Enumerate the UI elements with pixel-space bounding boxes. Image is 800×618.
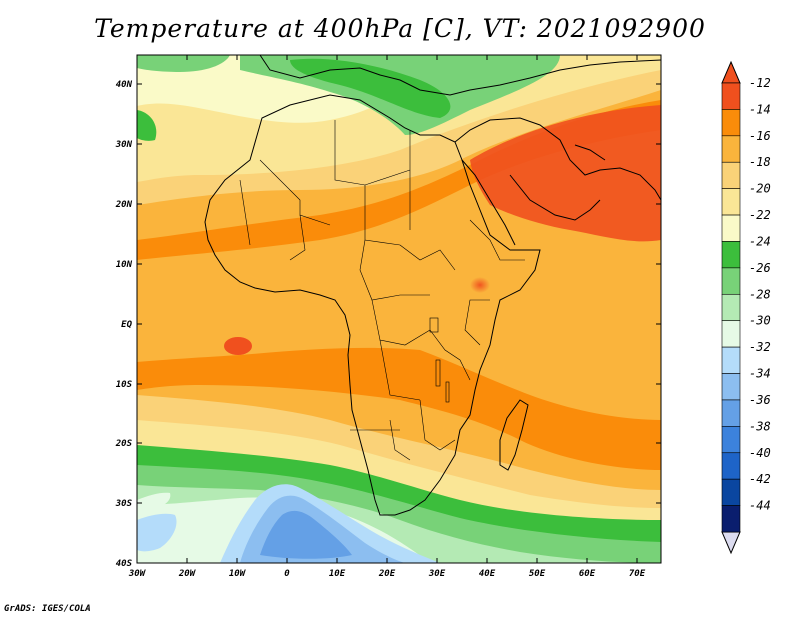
temperature-field [137, 55, 661, 563]
lon-axis: 30W 20W 10W 0 10E 20E 30E 40E 50E 60E 70… [128, 55, 646, 579]
colorbar-label: -28 [749, 287, 771, 301]
lat-tick-label: 10S [116, 380, 133, 390]
lat-tick-label: 30N [115, 140, 133, 150]
lon-tick-label: 0 [284, 569, 290, 579]
colorbar-swatch [721, 478, 741, 506]
colorbar-swatch [721, 161, 741, 189]
colorbar-swatch [721, 373, 741, 401]
lat-tick-label: 10N [116, 260, 133, 270]
lat-tick-label: 20N [115, 200, 133, 210]
lon-tick-label: 30W [128, 569, 147, 579]
colorbar-swatch [721, 135, 741, 163]
colorbar-swatch [721, 426, 741, 454]
lat-tick-label: 20S [115, 439, 133, 449]
colorbar-label: -20 [749, 182, 771, 196]
colorbar-label: -18 [749, 155, 771, 169]
colorbar-label: -40 [749, 446, 771, 460]
lon-tick-label: 60E [579, 569, 596, 579]
map-figure: 40N 30N 20N 10N EQ 10S 20S 30S 40S [115, 54, 771, 579]
credit-text: GrADS: IGES/COLA [4, 604, 91, 614]
lon-tick-label: 70E [629, 569, 646, 579]
colorbar-swatch [721, 399, 741, 427]
colorbar-swatch [721, 109, 741, 137]
lon-tick-label: 10E [329, 569, 346, 579]
colorbar-label: -12 [749, 76, 771, 90]
map-title: Temperature at 400hPa [C], VT: 202109290… [94, 14, 706, 43]
colorbar-label: -42 [749, 472, 771, 486]
colorbar-label: -16 [749, 129, 771, 143]
colorbar-label: -30 [749, 314, 771, 328]
colorbar-label: -32 [749, 340, 771, 354]
colorbar-label: -22 [749, 208, 771, 222]
lon-tick-label: 50E [529, 569, 546, 579]
lon-tick-label: 20E [378, 569, 396, 579]
coastlines [204, 55, 661, 516]
colorbar-swatch [721, 241, 741, 269]
borders [239, 120, 525, 461]
colorbar-label: -34 [749, 367, 771, 381]
colorbar-swatch [721, 293, 741, 322]
colorbar: -12 -14 -16 -18 -20 -22 -24 -26 -28 -30 -32 -34 -36 -… [721, 60, 771, 555]
lon-tick-label: 40E [479, 569, 496, 579]
lat-tick-label: 40S [116, 559, 133, 569]
lat-axis: 40N 30N 20N 10N EQ 10S 20S 30S 40S [115, 80, 661, 569]
colorbar-label: -14 [749, 102, 771, 116]
colorbar-swatch [721, 505, 741, 533]
colorbar-swatch [721, 188, 741, 216]
colorbar-under-triangle [721, 531, 741, 555]
lat-tick-label: 30S [115, 499, 133, 509]
colorbar-over-triangle [721, 60, 741, 84]
colorbar-label: -44 [749, 499, 771, 513]
lon-tick-label: 10W [229, 569, 247, 579]
colorbar-swatch [721, 82, 741, 110]
colorbar-label: -26 [749, 261, 771, 275]
map-frame [136, 54, 662, 564]
lat-tick-label: EQ [121, 320, 132, 330]
colorbar-swatch [721, 346, 741, 374]
lon-tick-label: 30E [428, 569, 446, 579]
colorbar-label: -24 [749, 234, 771, 248]
colorbar-swatch [721, 452, 741, 480]
colorbar-swatch [721, 267, 741, 295]
lat-tick-label: 40N [116, 80, 133, 90]
colorbar-label: -38 [749, 419, 771, 433]
lon-tick-label: 20W [178, 569, 197, 579]
colorbar-swatch [721, 214, 741, 242]
colorbar-swatch [721, 320, 741, 348]
colorbar-label: -36 [749, 393, 771, 407]
